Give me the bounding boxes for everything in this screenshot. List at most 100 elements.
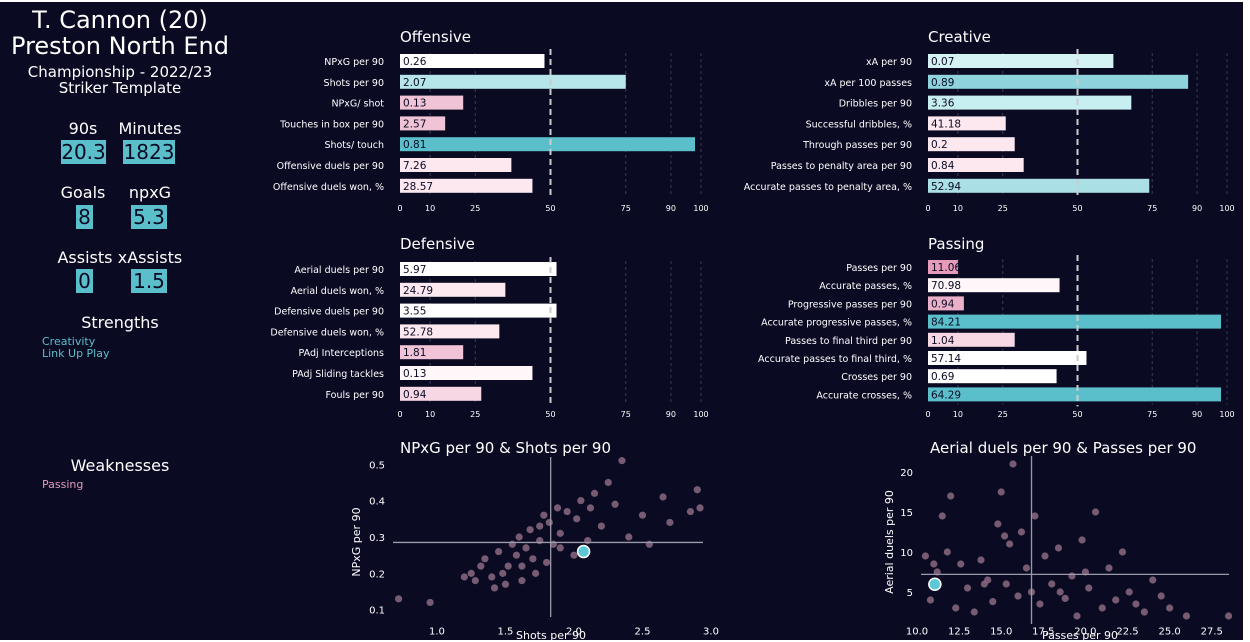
bar-value-label: 0.13 (403, 98, 426, 110)
bar-category-label: Progressive passes per 90 (788, 299, 912, 310)
scatter-x-tick-label: 20.0 (1074, 626, 1096, 637)
bar-value-label: 1.04 (931, 335, 955, 347)
bar-value-label: 0.69 (931, 371, 954, 383)
bar (928, 74, 1189, 89)
scatter-point (957, 560, 965, 568)
scatter-point (1125, 588, 1133, 596)
bar (928, 54, 1114, 68)
scatter-point (1157, 592, 1165, 600)
bar (400, 74, 626, 89)
bar-value-label: 52.94 (931, 181, 961, 193)
highlight-point (928, 577, 942, 591)
bar-value-label: 64.29 (931, 389, 961, 401)
scatter-point (1105, 564, 1113, 572)
scatter-point (1182, 612, 1191, 620)
bar-category-label: PAdj Sliding tackles (292, 369, 384, 380)
scatter-point (577, 497, 585, 505)
bar-value-label: 24.79 (403, 285, 433, 297)
weaknesses-title: Weaknesses (70, 456, 170, 475)
scatter-point (1224, 612, 1233, 620)
npxg-label: npxG (128, 183, 172, 202)
highlight-point (576, 544, 591, 559)
competition-label: Championship - 2022/23 (27, 63, 213, 81)
scatter-point (1056, 588, 1064, 596)
bar-value-label: 84.21 (931, 317, 961, 329)
scatter-y-tick-label: 0.5 (369, 460, 385, 471)
scatter-point (1041, 552, 1049, 560)
bar-tick-label: 0 (925, 204, 930, 213)
scatter-point (618, 457, 626, 465)
bar (928, 158, 1024, 172)
scatter-point (584, 537, 592, 545)
bar-value-label: 3.55 (403, 306, 426, 318)
scatter-point (1022, 564, 1031, 572)
scatter-x-tick-label: 17.5 (1032, 626, 1054, 637)
nineties-label: 90s (68, 119, 98, 138)
bar-tick-label: 90 (666, 204, 676, 213)
scatter-point (1166, 604, 1174, 612)
scatter-point (1006, 540, 1014, 548)
bar-value-label: 7.26 (403, 160, 427, 172)
scatter-point (501, 580, 510, 588)
bar-category-label: Successful dribbles, % (806, 119, 912, 130)
bar-value-label: 11.06 (931, 262, 961, 274)
scatter-point (977, 556, 985, 564)
scatter-x-tick-label: 2.0 (566, 626, 582, 637)
bar-category-label: Dribbles per 90 (839, 99, 912, 110)
bar-category-label: Offensive duels per 90 (277, 161, 384, 172)
scatter-point (921, 552, 930, 560)
minutes-label: Minutes (118, 119, 182, 138)
scatter-point (1031, 512, 1039, 520)
bar-chart-title: Defensive (400, 235, 475, 253)
scatter-point (947, 492, 955, 500)
scatter-point (508, 540, 516, 548)
bar (400, 158, 512, 172)
bar-value-label: 41.18 (931, 118, 961, 130)
scatter-point (1061, 594, 1069, 603)
scatter-x-tick-label: 2.5 (635, 626, 651, 637)
scatter-point (553, 504, 562, 512)
scatter-x-tick-label: 3.0 (703, 626, 719, 637)
bar-tick-label: 0 (397, 204, 402, 213)
xassists-value: 1.5 (131, 269, 167, 293)
bar-value-label: 0.2 (931, 139, 948, 151)
scatter-point (536, 522, 544, 530)
scatter-point (938, 512, 946, 520)
template-label: Striker Template (58, 79, 182, 97)
bar-chart-title: Offensive (400, 28, 471, 46)
scatter-y-tick-label: 20 (900, 468, 913, 479)
bar-value-label: 0.26 (403, 56, 427, 68)
scatter-y-tick-label: 0.4 (369, 497, 385, 508)
bar (928, 332, 1015, 347)
bar (928, 278, 1060, 293)
bar-value-label: 28.57 (403, 181, 433, 193)
bar-category-label: Defensive duels per 90 (274, 307, 384, 318)
assists-value: 0 (76, 269, 93, 293)
weakness-item: Passing (42, 478, 84, 491)
scatter-point (518, 577, 526, 585)
bar (928, 137, 1015, 152)
scatter-title: NPxG per 90 & Shots per 90 (400, 439, 611, 457)
bar-tick-label: 100 (1219, 204, 1234, 213)
bar-category-label: Crosses per 90 (841, 372, 912, 383)
bar-category-label: Through passes per 90 (802, 140, 912, 151)
npxg-value: 5.3 (131, 205, 167, 229)
bar (400, 303, 557, 318)
bar-tick-label: 90 (1192, 410, 1202, 419)
bar-category-label: Aerial duels won, % (291, 286, 384, 297)
bar-value-label: 5.97 (403, 264, 426, 276)
bar-category-label: Accurate progressive passes, % (761, 318, 912, 329)
bar-category-label: Passes to penalty area per 90 (771, 161, 912, 172)
scatter-x-tick-label: 1.5 (498, 626, 514, 637)
bar-tick-label: 75 (621, 204, 631, 213)
scatter-point (943, 548, 951, 556)
scatter-point (573, 515, 581, 523)
bar-category-label: Accurate passes, % (819, 281, 912, 292)
strengths-title: Strengths (81, 313, 159, 332)
scatter-point (471, 577, 479, 585)
bar-tick-label: 0 (397, 410, 402, 419)
scatter-point (1098, 604, 1106, 612)
bar (400, 345, 464, 360)
